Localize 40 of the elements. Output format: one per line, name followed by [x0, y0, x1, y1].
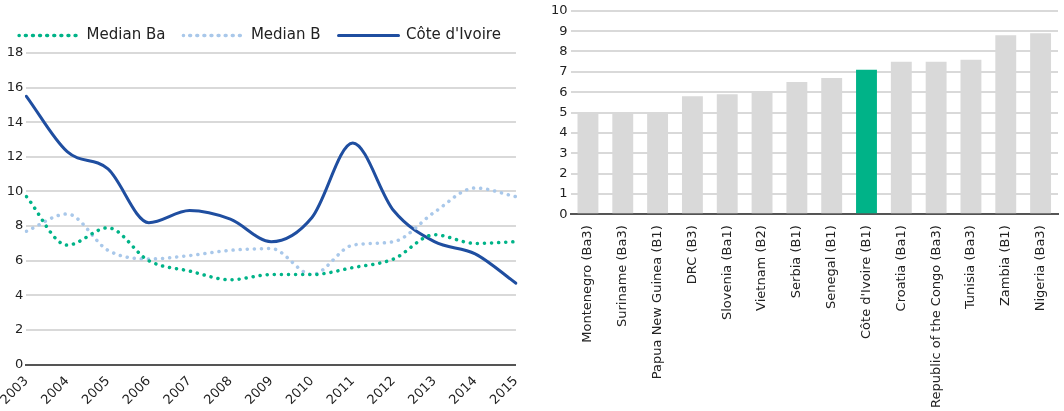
y-tick-label: 0	[15, 355, 24, 371]
x-tick-label: Tunisia (Ba3)	[962, 225, 978, 311]
x-tick-label: Montenegro (Ba3)	[579, 225, 595, 343]
x-tick-label: Croatia (Ba1)	[892, 225, 908, 312]
y-tick-label: 2	[559, 164, 568, 180]
y-tick-label: 4	[559, 124, 568, 140]
y-tick-label: 8	[15, 217, 24, 233]
x-tick-label: Côte d'Ivoire (B1)	[857, 225, 873, 339]
x-tick-label: Slovenia (Ba1)	[718, 225, 734, 321]
y-tick-label: 10	[6, 182, 24, 198]
y-tick-label: 0	[559, 205, 568, 221]
legend-label: Côte d'Ivoire	[406, 25, 501, 44]
y-tick-label: 8	[559, 42, 568, 58]
legend-label: Median Ba	[86, 25, 166, 44]
x-tick-label: DRC (B3)	[683, 225, 699, 285]
y-tick-label: 18	[6, 44, 24, 60]
y-tick-label: 3	[559, 144, 568, 160]
y-tick-label: 6	[559, 83, 568, 99]
legend-label: Median B	[250, 25, 321, 44]
y-tick-label: 16	[6, 78, 24, 94]
x-tick-label: Vietnam (B2)	[753, 225, 769, 311]
x-tick-label: Republic of the Congo (Ba3)	[927, 225, 943, 408]
y-tick-label: 9	[559, 22, 568, 38]
y-tick-label: 6	[15, 252, 24, 268]
y-tick-label: 10	[551, 2, 568, 18]
line-series	[24, 94, 518, 285]
y-tick-label: 2	[15, 321, 24, 337]
x-tick-label: Zambia (B1)	[997, 225, 1013, 307]
y-tick-label: 12	[6, 148, 24, 164]
bar	[856, 69, 877, 214]
y-tick-label: 4	[15, 286, 24, 302]
y-tick-label: 14	[6, 113, 24, 129]
y-tick-label: 7	[559, 63, 568, 79]
x-tick-label: Papua New Guinea (B1)	[648, 225, 664, 380]
y-tick-label: 1	[559, 185, 568, 201]
x-tick-label: Serbia (B1)	[788, 225, 804, 299]
x-tick-label: Suriname (Ba3)	[614, 225, 630, 328]
x-tick-label: Senegal (B1)	[823, 225, 839, 310]
x-tick-label: Nigeria (Ba3)	[1031, 225, 1047, 312]
y-tick-label: 5	[559, 103, 568, 119]
